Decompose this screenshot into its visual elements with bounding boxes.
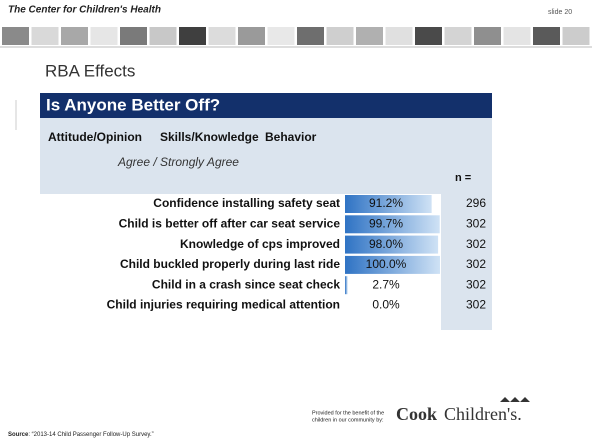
header-strip [2, 27, 590, 45]
n-value: 302 [466, 277, 486, 291]
row-label: Child buckled properly during last ride [120, 257, 340, 271]
tab: Attitude/Opinion [48, 130, 142, 144]
row-label: Child injuries requiring medical attenti… [107, 298, 340, 312]
bar [345, 215, 440, 234]
provided-text: children in our community by: [312, 417, 384, 423]
value-label: 100.0% [366, 257, 407, 271]
row-label: Child is better off after car seat servi… [119, 216, 341, 230]
org-name: The Center for Children's Health [8, 5, 161, 16]
strip-block [61, 27, 88, 45]
strip-block [562, 27, 590, 45]
row-label: Confidence installing safety seat [153, 196, 340, 210]
strip-block [474, 27, 501, 45]
slide-number: slide 20 [548, 9, 572, 16]
n-header: n = [455, 172, 471, 184]
logo-cook: Cook [396, 404, 437, 424]
strip-block [267, 27, 295, 45]
value-label: 91.2% [369, 196, 403, 210]
subheading: Agree / Strongly Agree [117, 155, 239, 169]
bar [345, 195, 432, 213]
tab: Behavior [265, 130, 317, 144]
provided-text: Provided for the benefit of the [312, 410, 384, 416]
tab: Skills/Knowledge [160, 130, 259, 144]
n-value: 302 [466, 237, 486, 251]
strip-block [533, 27, 560, 45]
strip-block [2, 27, 29, 45]
source-label: Source [8, 432, 29, 438]
n-value: 302 [466, 216, 486, 230]
value-label: 0.0% [372, 298, 400, 312]
panel-bg [40, 118, 492, 194]
strip-block [238, 27, 265, 45]
source: Source: “2013-14 Child Passenger Follow-… [8, 432, 154, 438]
table: Confidence installing safety seat 91.2% 29… [107, 195, 486, 312]
slide-title: RBA Effects [45, 61, 135, 80]
logo-childrens: Children's. [444, 404, 522, 424]
strip-block [208, 27, 236, 45]
strip-block [90, 27, 118, 45]
strip-block [179, 27, 206, 45]
panel-heading-bg [40, 93, 492, 118]
value-label: 99.7% [369, 216, 403, 230]
row-label: Child in a crash since seat check [152, 277, 340, 291]
panel-heading: Is Anyone Better Off? [46, 95, 220, 114]
strip-block [149, 27, 177, 45]
n-value: 296 [466, 196, 486, 210]
strip-block [31, 27, 59, 45]
bar [345, 235, 439, 254]
n-column-bg [441, 168, 492, 330]
strip-block [326, 27, 354, 45]
n-value: 302 [466, 257, 486, 271]
strip-block [503, 27, 531, 45]
strip-block [444, 27, 472, 45]
strip-block [356, 27, 383, 45]
bar [345, 255, 440, 274]
strip-block [297, 27, 324, 45]
strip-block [385, 27, 413, 45]
n-value: 302 [466, 298, 486, 312]
row-label: Knowledge of cps improved [180, 237, 340, 251]
value-label: 98.0% [369, 237, 403, 251]
source-text: : “2013-14 Child Passenger Follow-Up Sur… [28, 432, 153, 438]
strip-block [120, 27, 147, 45]
logo-houses [500, 397, 530, 402]
bar [345, 276, 348, 295]
value-label: 2.7% [372, 277, 400, 291]
strip-block [415, 27, 442, 45]
